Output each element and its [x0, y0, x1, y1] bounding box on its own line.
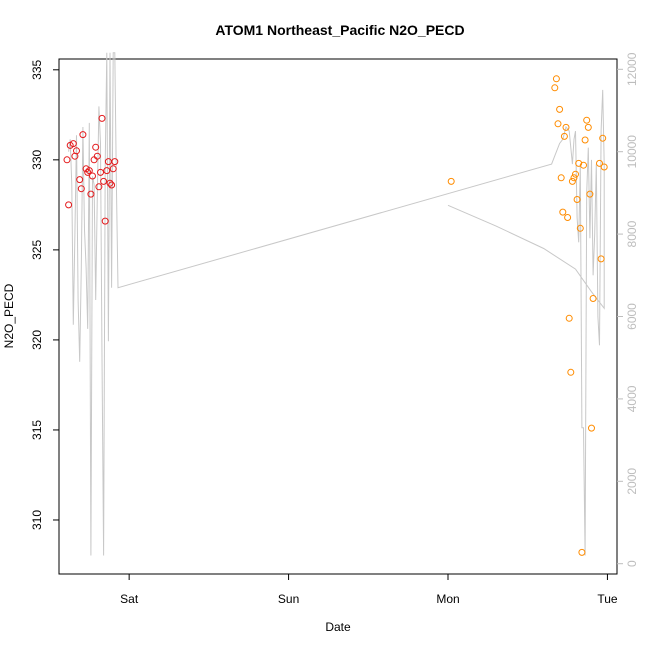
data-point [556, 105, 564, 113]
plot-frame [58, 58, 618, 575]
data-point [89, 172, 96, 180]
data-point [103, 167, 111, 175]
data-point [578, 548, 586, 556]
data-point [575, 159, 583, 167]
data-point [109, 165, 117, 173]
data-point [562, 123, 570, 131]
x-tick-label: Sat [120, 592, 139, 606]
data-point [554, 120, 562, 128]
y2-tick-label: 2000 [625, 468, 639, 495]
y-axis-label: N2O_PECD [2, 283, 16, 348]
data-point [565, 314, 573, 322]
data-point [589, 295, 597, 302]
x-tick-label: Mon [436, 592, 459, 606]
data-point [93, 152, 101, 160]
y2-tick-label: 10000 [625, 135, 639, 169]
data-point [557, 174, 565, 182]
depth-line [68, 52, 605, 556]
data-point [87, 190, 95, 198]
y-tick-label: 325 [30, 240, 44, 260]
y-tick-label: 330 [30, 150, 44, 170]
x-tick-label: Sun [278, 592, 299, 606]
data-point [599, 134, 607, 142]
data-point [95, 183, 103, 191]
y-tick-label: 315 [30, 420, 44, 440]
data-point [568, 177, 576, 185]
x-tick-label: Tue [597, 592, 618, 606]
data-point [85, 167, 93, 175]
y-axis: 310 315 320 325 330 335 [30, 59, 59, 530]
data-point [73, 147, 80, 155]
data-point [106, 179, 114, 187]
chart-title: ATOM1 Northeast_Pacific N2O_PECD [215, 22, 464, 38]
data-point [76, 176, 84, 184]
data-point [92, 143, 100, 151]
data-point [584, 123, 592, 131]
data-point [90, 156, 98, 164]
x-axis: Sat Sun Mon Tue [120, 574, 618, 606]
data-point [559, 208, 567, 216]
data-point [596, 159, 603, 167]
secondary-y-axis: 0 2000 4000 6000 8000 10000 12000 [617, 52, 639, 567]
data-point [583, 116, 591, 124]
data-point [576, 224, 584, 232]
data-point [580, 161, 587, 169]
data-point [69, 140, 77, 148]
data-point [560, 132, 568, 140]
data-point [567, 368, 575, 376]
line-series [68, 52, 605, 556]
data-point [79, 131, 87, 139]
y2-tick-label: 8000 [625, 220, 639, 247]
data-point [447, 177, 455, 185]
scatter-points [63, 75, 608, 556]
data-point [101, 217, 109, 225]
data-point [570, 174, 578, 182]
data-point [77, 185, 85, 193]
data-point [572, 170, 579, 178]
data-point [98, 114, 106, 122]
y-tick-label: 310 [30, 510, 44, 530]
data-point [97, 168, 104, 176]
data-point [597, 255, 605, 263]
data-point [586, 190, 594, 198]
y-tick-label: 320 [30, 330, 44, 350]
data-point [588, 424, 595, 432]
y2-tick-label: 12000 [625, 52, 639, 86]
data-point [100, 177, 108, 185]
data-point [108, 181, 116, 189]
data-point [552, 75, 560, 83]
data-point [111, 158, 119, 166]
y2-tick-label: 6000 [625, 303, 639, 330]
data-point [65, 201, 73, 209]
data-point [573, 196, 581, 203]
data-point [581, 136, 589, 144]
y-tick-label: 335 [30, 59, 44, 79]
y2-tick-label: 0 [625, 560, 639, 567]
data-point [564, 214, 572, 221]
y2-tick-label: 4000 [625, 385, 639, 412]
x-axis-label: Date [325, 620, 351, 634]
data-point [551, 84, 559, 92]
data-point [63, 156, 71, 164]
data-point [600, 163, 608, 171]
data-point [84, 168, 92, 176]
